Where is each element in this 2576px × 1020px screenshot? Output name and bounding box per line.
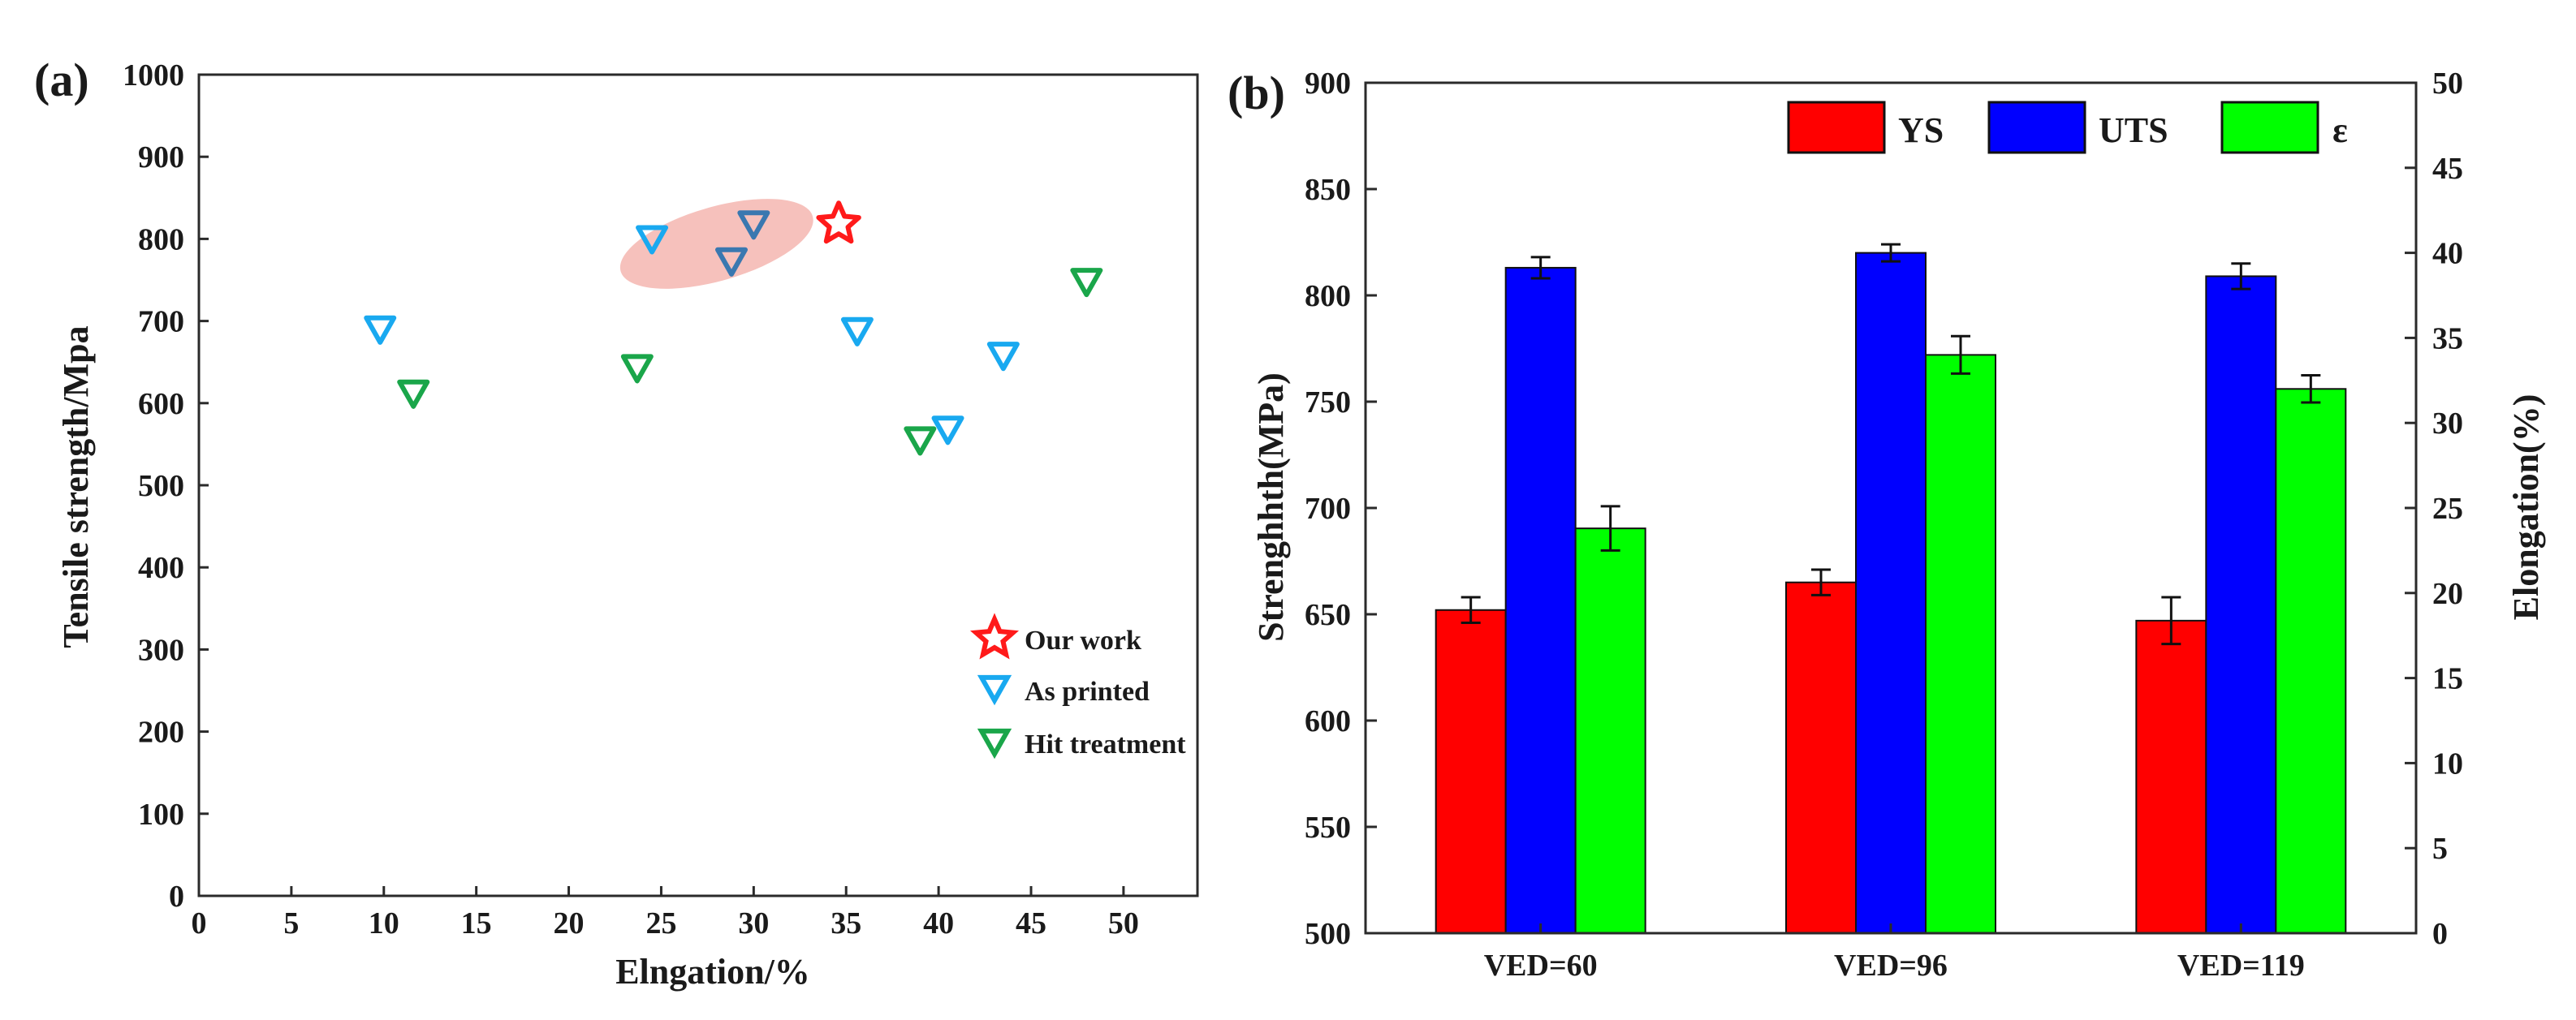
legend-label: YS: [1898, 110, 1944, 150]
y-right-tick-label-b: 20: [2432, 577, 2463, 611]
legend-item-as-printed: As printed: [977, 674, 1150, 707]
y-tick-label-a: 100: [138, 798, 184, 832]
bar-epsilon: [1574, 527, 1646, 934]
legend-swatch-ys: [1787, 101, 1886, 154]
y-right-tick-label-b: 5: [2432, 832, 2448, 866]
panel-a: (a) 0 5 10 15 20 25 30 35 40 45 50 0 100 200 300 400 50…: [34, 54, 1199, 992]
x-axis-label-a: Elngation/%: [615, 952, 810, 992]
y-tick-label-a: 200: [138, 716, 184, 750]
y-right-tick-label-b: 0: [2432, 917, 2448, 951]
x-tick-label-a: 30: [738, 906, 769, 940]
triangle-down-icon: [977, 728, 1012, 760]
data-point-as-printed-highlighted-: [715, 247, 748, 277]
y-right-tick-label-b: 30: [2432, 407, 2463, 441]
bar-ys: [1435, 609, 1507, 934]
x-tick-label-a: 40: [923, 906, 954, 940]
y-right-tick-label-b: 25: [2432, 492, 2463, 526]
data-point-our-work: [816, 200, 861, 244]
legend-item-our-work: Our work: [969, 613, 1141, 660]
y-tick-label-a: 1000: [123, 58, 184, 93]
y-tick-label-a: 400: [138, 551, 184, 585]
x-tick-label-b: VED=60: [1484, 949, 1598, 983]
y-axis-label-a: Tensile strength/Mpa: [56, 325, 96, 648]
panel-a-label: (a): [34, 54, 89, 106]
bar-uts: [1855, 252, 1927, 935]
y-right-tick-label-b: 15: [2432, 662, 2463, 696]
y-right-tick-label-b: 40: [2432, 237, 2463, 271]
legend-b: YS UTS ε: [1787, 101, 2348, 154]
data-point-as-printed: [364, 315, 397, 345]
x-tick-label-a: 15: [461, 906, 492, 940]
y-axis-right-label-b: Elongation(%): [2506, 394, 2546, 621]
data-point-hit-treatment: [1070, 268, 1103, 298]
data-point-as-printed: [986, 342, 1020, 372]
data-point-hit-treatment: [620, 354, 654, 384]
legend-a: Our work As printed Hit treatment: [969, 613, 1186, 760]
y-tick-label-a: 700: [138, 305, 184, 339]
x-tick-label-b: VED=119: [2177, 949, 2305, 983]
y-right-tick-label-b: 45: [2432, 152, 2463, 186]
x-tick-label-a: 10: [369, 906, 399, 940]
highlight-ellipse: [619, 199, 813, 289]
legend-label: UTS: [2099, 110, 2168, 150]
bar-uts: [2205, 275, 2277, 935]
bar-ys: [1785, 581, 1857, 934]
data-point-as-printed: [840, 316, 874, 346]
panel-b: (b) 500 550 600 650 700 750 800 850 900 0 5 10 15 20…: [1228, 67, 2546, 983]
x-tick-label-a: 50: [1108, 906, 1139, 940]
legend-label: Hit treatment: [1025, 729, 1186, 760]
bar-ys: [2135, 619, 2207, 934]
plot-frame-a: [197, 73, 1199, 897]
y-tick-label-b: 750: [1305, 385, 1351, 420]
legend-label: Our work: [1025, 626, 1141, 656]
y-tick-label-a: 500: [138, 469, 184, 503]
triangle-down-icon: [977, 674, 1012, 706]
x-tick-label-a: 35: [831, 906, 861, 940]
y-axis-label-b: Strenghhth(MPa): [1251, 372, 1291, 642]
y-tick-label-b: 500: [1305, 917, 1351, 951]
y-tick-label-b: 700: [1305, 492, 1351, 526]
y-tick-label-b: 550: [1305, 811, 1351, 845]
y-tick-label-b: 600: [1305, 704, 1351, 738]
data-point-as-printed: [636, 225, 669, 255]
data-point-as-printed: [931, 415, 964, 445]
y-right-tick-label-b: 50: [2432, 67, 2463, 101]
panel-b-label: (b): [1228, 67, 1285, 119]
y-tick-label-b: 850: [1305, 173, 1351, 207]
x-tick-label-a: 0: [192, 906, 207, 940]
y-tick-label-a: 300: [138, 633, 184, 667]
x-tick-label-a: 45: [1016, 906, 1046, 940]
star-icon: [969, 613, 1020, 660]
y-right-tick-label-b: 10: [2432, 747, 2463, 781]
data-point-as-printed-highlighted-: [737, 210, 770, 240]
legend-label: ε: [2332, 110, 2348, 150]
bar-epsilon: [2275, 388, 2347, 934]
x-tick-label-a: 20: [554, 906, 585, 940]
legend-item-uts: UTS: [1987, 101, 2168, 154]
x-tick-label-a: 25: [645, 906, 676, 940]
legend-swatch-epsilon: [2220, 101, 2319, 154]
data-point-hit-treatment: [397, 379, 430, 409]
y-tick-label-a: 600: [138, 387, 184, 421]
x-tick-label-b: VED=96: [1834, 949, 1948, 983]
y-tick-label-b: 900: [1305, 67, 1351, 101]
legend-swatch-uts: [1987, 101, 2086, 154]
x-tick-label-a: 5: [283, 906, 299, 940]
y-tick-label-b: 650: [1305, 598, 1351, 632]
legend-item-epsilon: ε: [2220, 101, 2348, 154]
legend-item-ys: YS: [1787, 101, 1944, 154]
legend-item-hit-treatment: Hit treatment: [977, 728, 1186, 760]
legend-label: As printed: [1025, 677, 1150, 707]
y-tick-label-a: 900: [138, 140, 184, 174]
bar-uts: [1504, 266, 1577, 934]
data-point-hit-treatment: [904, 426, 937, 456]
y-tick-label-a: 800: [138, 222, 184, 256]
y-tick-label-b: 800: [1305, 279, 1351, 313]
bar-epsilon: [1925, 354, 1996, 934]
y-tick-label-a: 0: [169, 880, 184, 914]
y-right-tick-label-b: 35: [2432, 321, 2463, 355]
